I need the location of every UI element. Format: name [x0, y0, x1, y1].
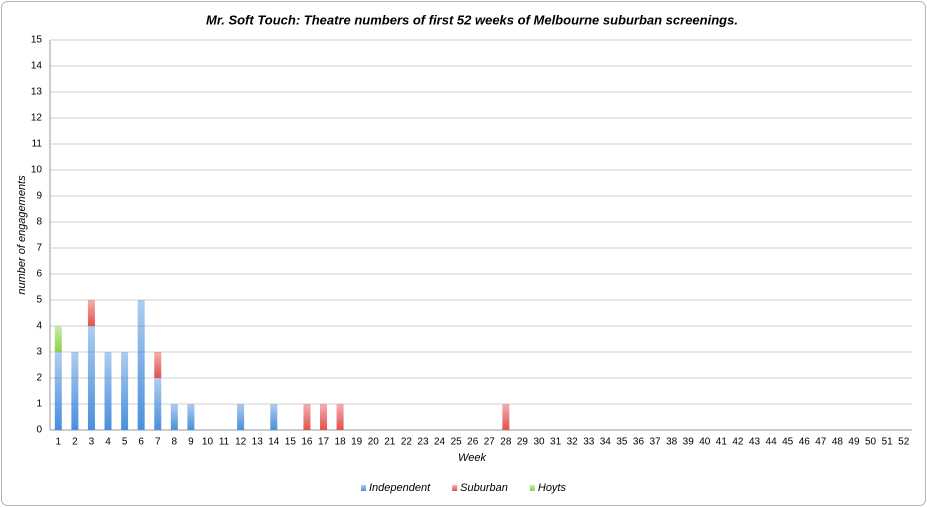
- bar-segment: [71, 352, 79, 430]
- x-tick-label: 23: [417, 437, 429, 448]
- y-tick-label: 8: [36, 217, 42, 228]
- x-tick-label: 11: [219, 437, 230, 448]
- y-tick-label: 4: [36, 321, 42, 332]
- legend-label: Independent: [369, 482, 431, 494]
- y-tick-label: 5: [36, 295, 42, 306]
- bar-segment: [54, 352, 62, 430]
- x-tick-label: 1: [56, 437, 62, 448]
- y-tick-label: 9: [36, 191, 42, 202]
- x-tick-label: 6: [138, 437, 144, 448]
- x-axis-label: Week: [458, 452, 486, 464]
- x-tick-label: 33: [583, 437, 595, 448]
- x-tick-label: 9: [188, 437, 194, 448]
- x-tick-label: 51: [882, 437, 894, 448]
- bar-segment: [104, 352, 112, 430]
- x-tick-label: 25: [451, 437, 463, 448]
- y-tick-label: 12: [31, 113, 43, 124]
- x-tick-label: 43: [749, 437, 761, 448]
- x-tick-label: 16: [301, 437, 313, 448]
- x-tick-label: 13: [252, 437, 264, 448]
- x-tick-label: 26: [467, 437, 479, 448]
- x-tick-label: 12: [235, 437, 247, 448]
- x-tick-label: 49: [848, 437, 860, 448]
- y-tick-label: 3: [36, 347, 42, 358]
- y-tick-label: 13: [31, 87, 43, 98]
- x-tick-label: 47: [815, 437, 827, 448]
- x-tick-label: 19: [351, 437, 363, 448]
- x-tick-label: 18: [335, 437, 347, 448]
- bar-segment: [303, 404, 311, 430]
- bar-segment: [187, 404, 195, 430]
- x-tick-label: 5: [122, 437, 128, 448]
- x-tick-label: 4: [105, 437, 111, 448]
- x-tick-label: 40: [699, 437, 711, 448]
- y-tick-label: 11: [32, 139, 43, 150]
- legend-label: Suburban: [460, 482, 508, 494]
- y-tick-label: 1: [36, 399, 42, 410]
- x-tick-label: 52: [898, 437, 910, 448]
- x-tick-label: 31: [550, 437, 562, 448]
- legend-swatch: [529, 485, 535, 491]
- y-tick-label: 6: [36, 269, 42, 280]
- legend-swatch: [452, 485, 458, 491]
- x-tick-label: 10: [202, 437, 214, 448]
- x-tick-label: 48: [832, 437, 844, 448]
- bar-segment: [270, 404, 278, 430]
- x-tick-label: 21: [384, 437, 396, 448]
- chart-title: Mr. Soft Touch: Theatre numbers of first…: [206, 12, 738, 27]
- x-tick-label: 15: [285, 437, 297, 448]
- bar-segment: [154, 352, 162, 378]
- x-tick-label: 39: [683, 437, 695, 448]
- x-tick-label: 38: [666, 437, 678, 448]
- legend-label: Hoyts: [538, 482, 567, 494]
- bar-segment: [320, 404, 328, 430]
- y-tick-label: 10: [31, 165, 43, 176]
- x-tick-label: 42: [732, 437, 744, 448]
- x-tick-label: 3: [89, 437, 95, 448]
- y-tick-label: 14: [31, 61, 43, 72]
- bar-segment: [87, 300, 95, 326]
- x-tick-label: 20: [368, 437, 380, 448]
- legend-swatch: [360, 485, 366, 491]
- x-tick-label: 44: [766, 437, 778, 448]
- x-tick-label: 34: [600, 437, 612, 448]
- y-tick-label: 2: [36, 373, 42, 384]
- x-tick-label: 35: [616, 437, 628, 448]
- bar-segment: [336, 404, 344, 430]
- x-tick-label: 24: [434, 437, 446, 448]
- y-tick-label: 0: [36, 425, 42, 436]
- x-tick-label: 2: [72, 437, 78, 448]
- x-tick-label: 17: [318, 437, 330, 448]
- bar-segment: [54, 326, 62, 352]
- bar-segment: [237, 404, 245, 430]
- x-tick-label: 46: [799, 437, 811, 448]
- x-tick-label: 8: [172, 437, 178, 448]
- x-tick-label: 30: [533, 437, 545, 448]
- bar-segment: [137, 300, 145, 430]
- y-tick-label: 7: [36, 243, 42, 254]
- x-tick-label: 27: [484, 437, 496, 448]
- x-tick-label: 45: [782, 437, 794, 448]
- x-tick-label: 22: [401, 437, 413, 448]
- y-tick-label: 15: [31, 35, 43, 46]
- bar-segment: [170, 404, 178, 430]
- bar-segment: [502, 404, 510, 430]
- x-tick-label: 28: [500, 437, 512, 448]
- x-tick-label: 41: [716, 437, 728, 448]
- bar-segment: [121, 352, 129, 430]
- x-tick-label: 14: [268, 437, 280, 448]
- x-tick-label: 36: [633, 437, 645, 448]
- x-tick-label: 29: [517, 437, 529, 448]
- bar-segment: [87, 326, 95, 430]
- x-tick-label: 50: [865, 437, 877, 448]
- x-tick-label: 37: [649, 437, 661, 448]
- y-axis-label: number of engagements: [16, 175, 28, 295]
- x-tick-label: 32: [567, 437, 579, 448]
- bar-segment: [154, 378, 162, 430]
- x-tick-label: 7: [155, 437, 161, 448]
